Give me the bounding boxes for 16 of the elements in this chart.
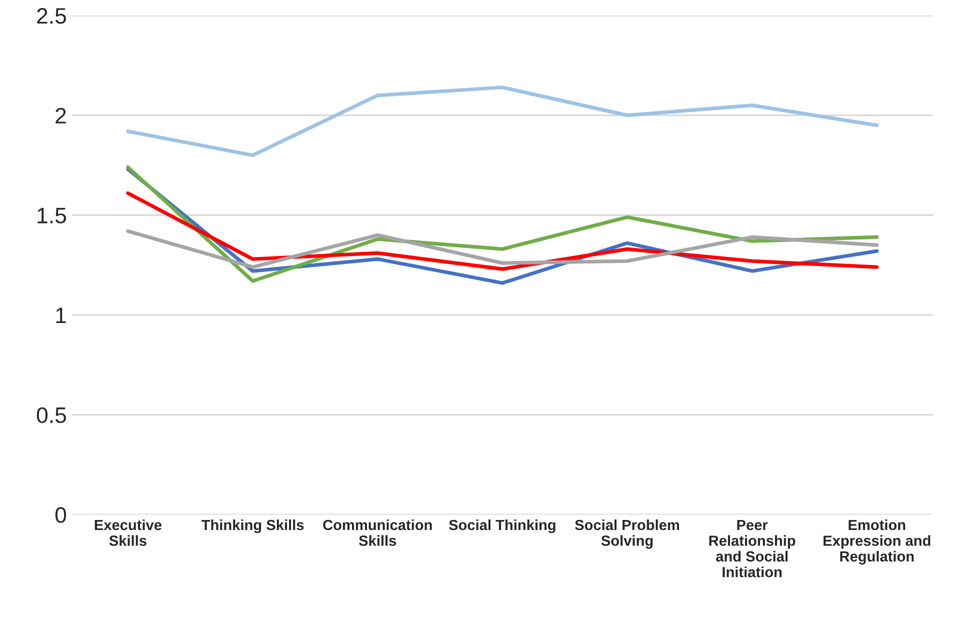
x-tick-label: Peer Relationship and Social Initiation — [709, 520, 796, 578]
line-series — [126, 86, 879, 158]
x-tick-label: Thinking Skills — [201, 519, 304, 534]
x-tick-label: Social Thinking — [448, 519, 556, 534]
y-tick-label: 1.5 — [38, 208, 66, 224]
y-tick-label: 0 — [55, 507, 66, 523]
y-tick-label: 0.5 — [36, 407, 66, 424]
line-series — [126, 229, 879, 269]
y-tick-label: 1 — [56, 308, 66, 324]
line-series — [126, 191, 879, 271]
y-tick-label: 2.5 — [37, 8, 66, 24]
x-tick-label: Executive Skills — [94, 519, 162, 546]
x-tick-label: Emotion Expression and Regulation — [824, 519, 930, 565]
x-tick-label: Communication Skills — [323, 519, 432, 546]
x-tick-label: Social Problem Solving — [574, 519, 680, 549]
y-tick-label: 2 — [56, 108, 66, 124]
